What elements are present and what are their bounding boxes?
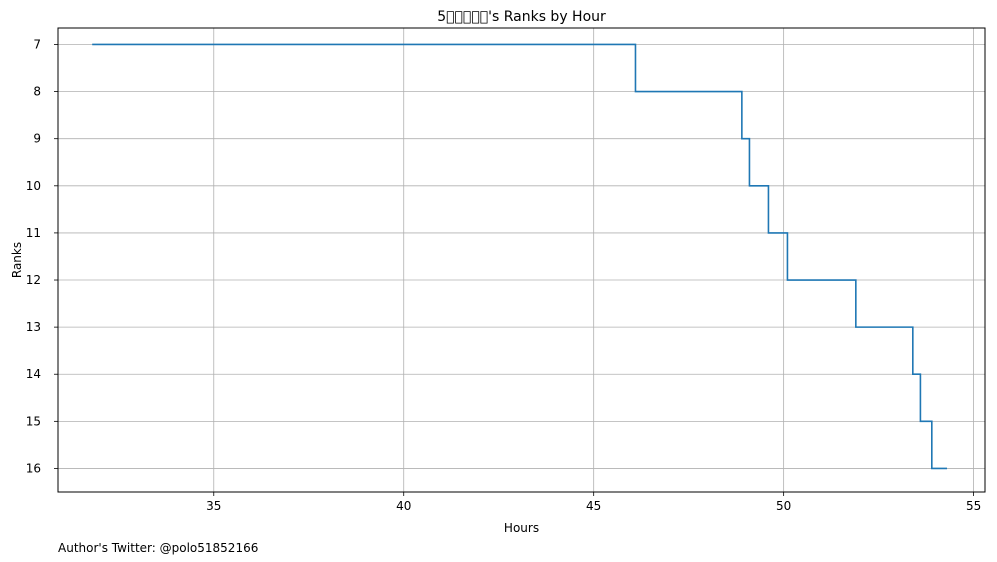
y-tick-label: 15 bbox=[26, 414, 41, 428]
y-tick-label: 9 bbox=[33, 132, 41, 146]
x-tick-label: 45 bbox=[586, 499, 601, 513]
x-tick-label: 40 bbox=[396, 499, 411, 513]
y-tick-label: 14 bbox=[26, 367, 41, 381]
rank-step-line bbox=[92, 43, 948, 470]
plot-frame bbox=[57, 27, 986, 493]
y-tick-label: 11 bbox=[26, 226, 41, 240]
x-tick-label: 50 bbox=[776, 499, 791, 513]
chart-title: 5     's Ranks by Hour bbox=[437, 9, 606, 25]
author-credit: Author's Twitter: @polo51852166 bbox=[58, 541, 258, 555]
y-tick-label: 8 bbox=[33, 85, 41, 99]
tick-layer: 35 40 45 50 55 7 8 9 10 11 12 13 14 15 16 bbox=[26, 37, 982, 513]
y-tick-label: 16 bbox=[26, 461, 41, 475]
x-tick-label: 35 bbox=[206, 499, 221, 513]
y-tick-label: 12 bbox=[26, 273, 41, 287]
y-axis-label: Ranks bbox=[10, 242, 24, 278]
x-axis-label: Hours bbox=[504, 521, 539, 535]
x-tick-label: 55 bbox=[966, 499, 981, 513]
y-tick-label: 7 bbox=[33, 37, 41, 51]
y-tick-label: 13 bbox=[26, 320, 41, 334]
grid-layer bbox=[58, 28, 985, 492]
y-tick-label: 10 bbox=[26, 179, 41, 193]
